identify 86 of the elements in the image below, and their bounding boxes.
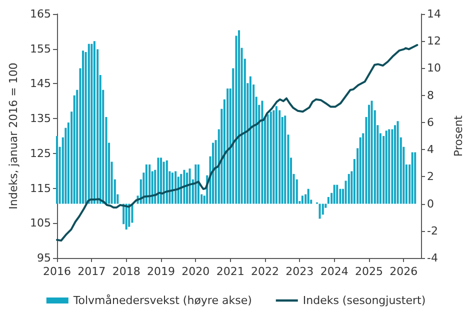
x-tick-label: 2022 [251,265,279,278]
y2-tick-label: 14 [427,8,441,20]
bar [249,76,252,204]
x-tick-label: 2016 [43,265,71,278]
bar [93,41,96,204]
y2-tick-label: 2 [427,170,434,184]
bar [368,104,370,204]
bar [301,196,304,204]
x-tick-label: 2019 [147,265,175,278]
y2-tick-label: -4 [427,252,438,264]
legend-label: Tolvmånedersvekst (høyre akse) [72,294,252,307]
x-tick-label: 2021 [216,265,244,278]
y2-tick-label: 12 [427,34,441,48]
bar [226,88,229,204]
bar [90,44,93,204]
x-tick-label: 2020 [182,265,210,278]
bar [174,171,177,204]
bar [370,100,373,204]
y2-tick-label: 4 [427,143,434,156]
bar [157,158,160,204]
y-tick-label: 105 [30,216,51,230]
x-tick-label: 2026 [390,265,418,278]
bar [197,164,200,204]
bar [278,110,281,204]
x-tick-label: 2018 [112,265,140,278]
bar [160,158,162,204]
y2-tick-label: 0 [427,197,434,210]
y2-tick-label: 10 [427,62,441,75]
y-tick-label: 165 [30,8,51,20]
bar [327,197,330,204]
bar [183,170,186,204]
bar [145,164,148,204]
bar [82,50,84,204]
bar [166,160,168,204]
x-tick-label: 2025 [355,265,383,278]
bar [125,204,128,230]
y2-tick-label: -2 [427,224,438,238]
y-tick-label: 135 [30,112,51,126]
line-series [56,44,418,242]
bar [186,172,188,204]
bar [388,129,390,204]
bar [272,110,275,204]
x-tick-label: 2023 [286,265,314,278]
bar [322,204,324,215]
bar [162,162,165,204]
x-tick-label: 2024 [320,265,348,278]
bar [238,30,240,204]
y2-tick-label: 8 [427,88,434,102]
bar [284,116,286,204]
bar [180,174,182,204]
bar [307,188,310,204]
bar [131,204,134,223]
y2-tick-label: 6 [427,116,434,129]
bar [212,142,214,204]
bar [336,184,338,204]
y-axis-title: Indeks, januar 2016 = 100 [7,62,20,210]
bar [333,184,336,204]
y-tick-label: 155 [30,42,51,56]
bar [56,136,58,204]
x-tick-label: 2017 [78,265,106,278]
legend-label: Indeks (sesongjustert) [302,294,426,307]
bar [188,168,191,204]
bar [128,204,130,227]
y-tick-label: 115 [30,182,51,195]
bar [266,114,269,204]
bar [411,152,414,204]
bar [385,130,388,204]
bar [261,100,264,204]
bar [359,137,362,204]
y-tick-label: 95 [37,252,51,264]
bar [348,174,350,204]
bar [275,106,278,204]
bar [414,152,416,204]
bar [88,44,90,204]
bar [270,112,272,204]
y-tick-label: 125 [30,146,51,160]
y-tick-label: 145 [30,77,51,90]
bar [148,164,151,204]
bar [194,164,197,204]
bar [171,172,174,204]
bar [318,204,321,219]
y2-axis-title: Prosent [452,114,465,157]
bar [339,188,342,204]
bar [396,121,399,204]
bar [391,129,394,204]
bar [394,125,396,204]
